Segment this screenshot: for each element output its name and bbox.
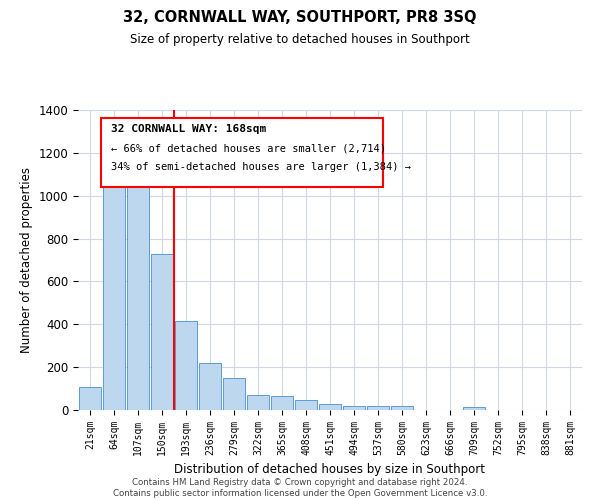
Bar [391, 406, 413, 410]
Bar [79, 387, 101, 410]
Y-axis label: Number of detached properties: Number of detached properties [20, 167, 33, 353]
Text: 32, CORNWALL WAY, SOUTHPORT, PR8 3SQ: 32, CORNWALL WAY, SOUTHPORT, PR8 3SQ [123, 10, 477, 25]
Text: 34% of semi-detached houses are larger (1,384) →: 34% of semi-detached houses are larger (… [111, 162, 411, 172]
Bar [463, 408, 485, 410]
X-axis label: Distribution of detached houses by size in Southport: Distribution of detached houses by size … [175, 464, 485, 476]
Text: Contains HM Land Registry data © Crown copyright and database right 2024.
Contai: Contains HM Land Registry data © Crown c… [113, 478, 487, 498]
Text: 32 CORNWALL WAY: 168sqm: 32 CORNWALL WAY: 168sqm [111, 124, 266, 134]
Bar [295, 400, 317, 410]
FancyBboxPatch shape [101, 118, 383, 186]
Text: Size of property relative to detached houses in Southport: Size of property relative to detached ho… [130, 32, 470, 46]
Bar [103, 162, 125, 410]
Bar [247, 394, 269, 410]
Bar [343, 406, 365, 410]
Bar [175, 321, 197, 410]
Bar [127, 162, 149, 410]
Bar [199, 363, 221, 410]
Bar [367, 406, 389, 410]
Bar [271, 396, 293, 410]
Bar [319, 404, 341, 410]
Bar [223, 378, 245, 410]
Text: ← 66% of detached houses are smaller (2,714): ← 66% of detached houses are smaller (2,… [111, 143, 386, 153]
Bar [151, 254, 173, 410]
